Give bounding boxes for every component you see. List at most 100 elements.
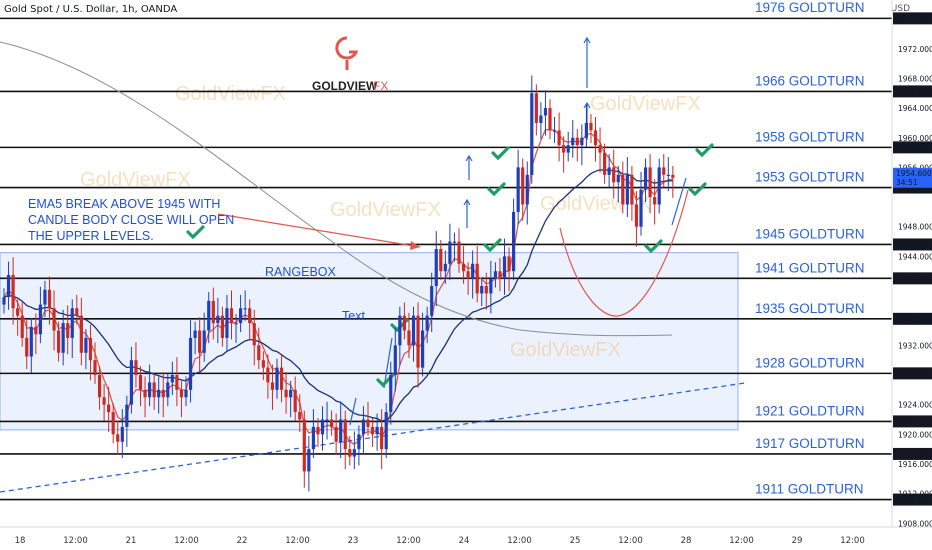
chart-header: Gold Spot / U.S. Dollar, 1h, OANDA <box>4 4 178 15</box>
candle-body <box>152 382 156 398</box>
candle-body <box>512 211 516 272</box>
candle-body <box>416 315 420 368</box>
time-tick-label: 12:00 <box>618 536 643 546</box>
candle-body <box>339 419 343 442</box>
candle-body <box>279 367 284 390</box>
candle-body <box>516 167 520 212</box>
candle-body <box>498 271 502 279</box>
candle-body <box>530 93 534 175</box>
candle-body <box>621 174 625 205</box>
candle-body <box>220 315 224 338</box>
level-label: 1911 GOLDTURN <box>755 482 864 497</box>
up-arrowhead <box>583 101 591 109</box>
price-tick-label: 1916.000 <box>898 460 932 469</box>
candle-body <box>380 426 384 450</box>
diag-arrow <box>383 337 393 389</box>
candle-body <box>357 434 361 450</box>
candle-body <box>202 330 206 353</box>
time-tick-label: 23 <box>348 536 359 546</box>
candle-body <box>534 93 538 123</box>
candle-body <box>207 300 211 331</box>
level-tag: 1945.607 <box>896 240 932 249</box>
candle-body <box>330 419 334 427</box>
candle-body <box>548 108 552 131</box>
level-tag: 1941.037 <box>896 274 932 283</box>
level-label: 1945 GOLDTURN <box>755 226 865 241</box>
price-tick-label: 1968.000 <box>898 74 932 83</box>
time-tick-label: 12:00 <box>285 536 310 546</box>
candle-body <box>493 271 497 279</box>
candle-body <box>584 122 588 138</box>
price-axis: 1976.102 1966.253 1958.702 1953.285 1945.607… <box>891 0 932 528</box>
ema5-note-line: THE UPPER LEVELS. <box>28 229 154 243</box>
time-tick-label: 22 <box>237 536 248 546</box>
candle-body <box>425 315 429 331</box>
candle-body <box>630 174 634 205</box>
candle-body <box>370 426 375 435</box>
candle-body <box>225 308 229 338</box>
level-tag: 1935.578 <box>896 315 932 324</box>
candle-body <box>188 337 193 390</box>
time-tick-label: 12:00 <box>174 536 199 546</box>
candle-body <box>47 289 52 309</box>
level-label: 1958 GOLDTURN <box>755 129 865 144</box>
candle-body <box>662 167 666 175</box>
candle-body <box>384 412 388 450</box>
candle-body <box>261 360 265 368</box>
candle-body <box>75 308 79 316</box>
candle-body <box>525 174 529 205</box>
candle-body <box>61 323 65 353</box>
candle-body <box>607 167 611 175</box>
level-tag-bg <box>893 367 932 380</box>
candle-body <box>284 389 288 398</box>
candle-body <box>480 286 484 294</box>
candle-body <box>216 315 220 324</box>
candle-body <box>148 382 152 398</box>
rangebox <box>0 252 739 431</box>
candle-body <box>671 174 675 178</box>
watermark: GoldViewFX <box>590 93 701 115</box>
time-tick-label: 28 <box>681 536 692 546</box>
candle-body <box>580 137 584 146</box>
candle-body <box>16 308 20 316</box>
candle-body <box>430 286 434 316</box>
candle-body <box>179 389 184 398</box>
level-tag-bg <box>893 447 932 460</box>
candle-body <box>293 389 297 413</box>
candle-body <box>471 263 475 279</box>
watermark: GoldViewFX <box>175 83 286 105</box>
candle-body <box>593 130 598 146</box>
chart-overlay: EMA5 BREAK ABOVE 1945 WITH CANDLE BODY CL… <box>0 36 746 493</box>
level-label: 1917 GOLDTURN <box>755 436 865 451</box>
candle-body <box>389 375 393 413</box>
candle-body <box>93 360 97 376</box>
level-label: 1953 GOLDTURN <box>755 170 865 185</box>
time-tick-label: 12:00 <box>507 536 532 546</box>
candle-body <box>298 412 302 420</box>
level-label: 1966 GOLDTURN <box>755 73 865 88</box>
level-tag-bg <box>893 12 932 25</box>
candle-body <box>648 167 652 198</box>
candle-body <box>84 337 88 353</box>
candle-body <box>252 323 256 346</box>
candle-body <box>129 360 133 405</box>
time-tick-label: 12:00 <box>63 536 88 546</box>
candle-body <box>2 297 6 305</box>
candle-body <box>116 434 120 442</box>
annotation-arrow <box>217 213 421 248</box>
candle-body <box>443 263 447 272</box>
candle-body <box>589 122 593 131</box>
time-tick-label: 12:00 <box>729 536 754 546</box>
price-tick-label: 1960.000 <box>898 134 932 143</box>
price-tick-label: 1972.000 <box>898 45 932 54</box>
candle-body <box>552 130 557 132</box>
level-label: 1941 GOLDTURN <box>755 260 865 275</box>
candle-body <box>125 404 129 427</box>
time-axis: 18 12:00 21 12:00 22 12:00 23 12:00 24 12:00 25 12:… <box>0 526 932 546</box>
candle-body <box>603 152 607 175</box>
candle-body <box>421 330 425 368</box>
candle-body <box>439 248 443 272</box>
candle-body <box>275 367 279 390</box>
candle-body <box>25 337 29 357</box>
